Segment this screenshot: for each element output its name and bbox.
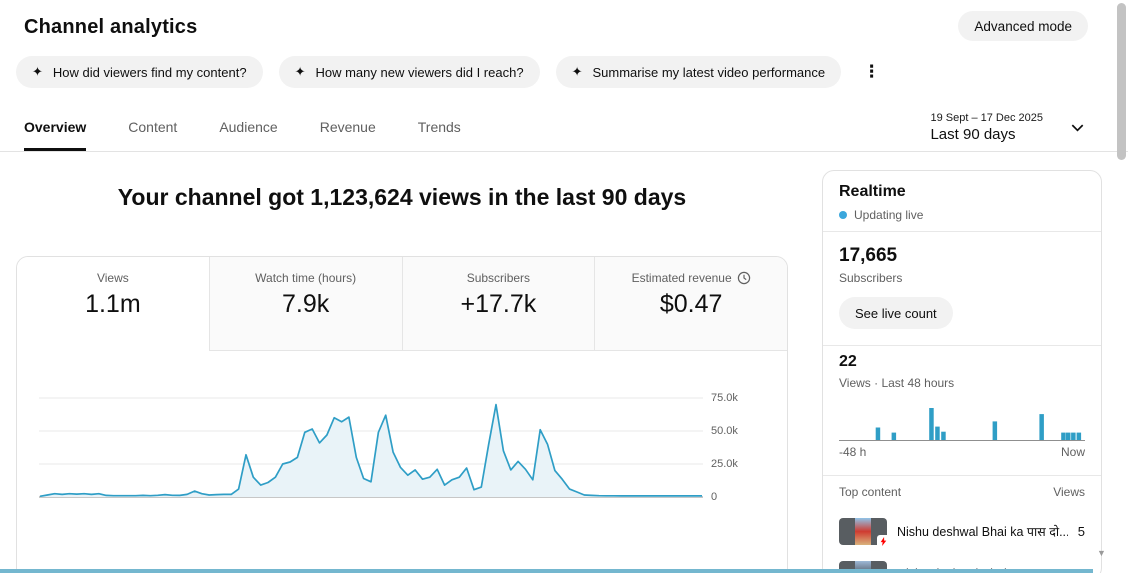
rt-bar <box>929 408 934 440</box>
rt-bar <box>1071 432 1076 440</box>
metric-value: $0.47 <box>659 290 723 318</box>
video-thumbnail <box>839 517 890 548</box>
tab-audience[interactable]: Audience <box>219 119 278 135</box>
suggestion-chip-new-viewers[interactable]: ✦ How many new viewers did I reach? <box>278 56 540 88</box>
chip-label: How many new viewers did I reach? <box>315 64 524 80</box>
views-48h-count: 22 <box>839 353 857 370</box>
date-range-selector[interactable]: 19 Sept – 17 Dec 2025 Last 90 days <box>930 103 1094 151</box>
date-preset-text: Last 90 days <box>930 125 1016 143</box>
metric-tab-subscribers[interactable]: Subscribers +17.7k <box>402 257 596 351</box>
chip-label: How did viewers find my content? <box>52 64 247 80</box>
metric-label: Subscribers <box>466 271 531 285</box>
views-chart[interactable]: 75.0k 50.0k 25.0k 0 33232384533323527 19… <box>17 351 787 573</box>
realtime-title: Realtime <box>839 183 906 200</box>
see-live-count-button[interactable]: See live count <box>839 297 953 329</box>
updating-live-status: Updating live <box>839 208 923 222</box>
sparkle-icon: ✦ <box>571 64 583 79</box>
tab-trends[interactable]: Trends <box>417 119 461 135</box>
analytics-tabbar: Overview Content Audience Revenue Trends… <box>0 103 1128 152</box>
realtime-card: Realtime Updating live 17,665 Subscriber… <box>822 170 1102 573</box>
metric-label: Views <box>96 271 129 285</box>
vertical-scrollbar[interactable] <box>1117 3 1126 160</box>
metric-tab-estimated-revenue[interactable]: Estimated revenue $0.47 <box>595 257 787 351</box>
metric-label: Watch time (hours) <box>255 271 357 285</box>
realtime-bar-chart[interactable] <box>839 401 1085 443</box>
scroll-down-icon: ▼ <box>1097 548 1106 558</box>
y-axis-label: 25.0k <box>711 458 738 470</box>
rt-bar <box>891 432 897 440</box>
views-headline: Your channel got 1,123,624 views in the … <box>117 184 687 210</box>
top-content-title: Top content <box>839 485 902 499</box>
video-views: 5 <box>1077 523 1085 539</box>
divider <box>823 475 1101 476</box>
metric-tabs: Views 1.1m Watch time (hours) 7.9k Subsc… <box>17 257 787 351</box>
divider <box>823 231 1101 232</box>
thumbnail-image <box>855 517 871 545</box>
live-status-text: Updating live <box>854 208 924 222</box>
views-line-chart <box>39 397 703 498</box>
metric-tab-watch-time[interactable]: Watch time (hours) 7.9k <box>209 257 403 351</box>
clock-icon <box>737 271 750 285</box>
rt-bar <box>992 421 998 440</box>
top-content-views-header: Views <box>1053 485 1085 499</box>
metric-value: 7.9k <box>281 290 330 318</box>
rt-bar <box>1076 432 1082 440</box>
y-axis-label: 75.0k <box>711 392 738 404</box>
next-section-edge <box>0 569 1093 573</box>
rt-axis-right-label: Now <box>1060 445 1085 459</box>
tab-overview[interactable]: Overview <box>24 103 87 151</box>
rt-bar <box>941 431 946 440</box>
rt-bar <box>1061 432 1066 440</box>
chip-label: Summarise my latest video performance <box>592 64 826 80</box>
metric-value: 1.1m <box>85 290 141 318</box>
top-content-row[interactable]: Nishu deshwal Bhai ka पास दो... 5 <box>839 511 1085 551</box>
sparkle-icon: ✦ <box>32 64 43 79</box>
rt-bar <box>1066 432 1071 440</box>
top-content-header: Top content Views <box>839 485 1085 499</box>
rt-bar <box>875 427 881 440</box>
suggestion-chips-row: ✦ How did viewers find my content? ✦ How… <box>16 56 880 88</box>
realtime-subscriber-label: Subscribers <box>839 271 903 285</box>
sparkle-icon: ✦ <box>294 64 306 79</box>
rt-bar <box>1039 414 1044 440</box>
rt-axis-left-label: -48 h <box>839 445 867 459</box>
divider <box>823 345 1101 346</box>
live-dot-icon <box>839 211 847 219</box>
y-axis-label: 0 <box>711 491 718 503</box>
views-line <box>39 403 702 498</box>
tab-revenue[interactable]: Revenue <box>319 119 376 135</box>
tab-content[interactable]: Content <box>128 119 178 135</box>
shorts-badge-icon <box>877 534 890 548</box>
suggestion-chip-video-performance[interactable]: ✦ Summarise my latest video performance <box>555 56 842 88</box>
metric-value: +17.7k <box>460 290 537 318</box>
metric-label: Estimated revenue <box>631 271 732 285</box>
metric-tab-views[interactable]: Views 1.1m <box>17 257 210 351</box>
chevron-down-icon <box>1071 124 1084 132</box>
rt-bar <box>935 426 940 440</box>
realtime-subscriber-count: 17,665 <box>839 245 898 266</box>
y-axis-label: 50.0k <box>711 425 738 437</box>
advanced-mode-button[interactable]: Advanced mode <box>958 11 1088 41</box>
suggestion-chip-find-content[interactable]: ✦ How did viewers find my content? <box>16 56 263 88</box>
analytics-card: Views 1.1m Watch time (hours) 7.9k Subsc… <box>16 256 788 573</box>
views-area-fill <box>40 404 702 497</box>
more-options-icon[interactable]: ⋮ <box>863 62 881 81</box>
views-48h-label: Views · Last 48 hours <box>839 376 955 390</box>
date-range-text: 19 Sept – 17 Dec 2025 <box>930 111 1043 124</box>
page-title: Channel analytics <box>24 16 198 38</box>
video-title: Nishu deshwal Bhai ka पास दो... <box>897 524 1068 539</box>
